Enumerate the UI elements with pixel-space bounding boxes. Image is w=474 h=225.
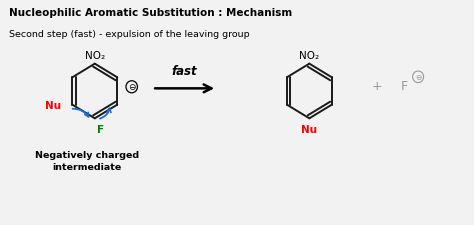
FancyArrowPatch shape [100, 109, 111, 119]
Circle shape [126, 81, 137, 93]
Text: Negatively charged
intermediate: Negatively charged intermediate [35, 151, 139, 171]
Text: Nu: Nu [301, 124, 318, 134]
Text: Second step (fast) - expulsion of the leaving group: Second step (fast) - expulsion of the le… [9, 30, 250, 39]
Text: fast: fast [172, 65, 198, 77]
Circle shape [413, 72, 424, 83]
FancyArrowPatch shape [73, 109, 89, 117]
Text: ⊖: ⊖ [128, 83, 136, 92]
Text: F: F [97, 124, 104, 134]
Text: Nucleophilic Aromatic Substitution : Mechanism: Nucleophilic Aromatic Substitution : Mec… [9, 8, 292, 18]
Text: F: F [401, 80, 408, 93]
Text: ⊖: ⊖ [415, 73, 421, 82]
Text: NO₂: NO₂ [85, 51, 105, 61]
Text: Nu: Nu [45, 100, 61, 110]
Text: +: + [372, 80, 382, 93]
Text: NO₂: NO₂ [299, 51, 319, 61]
